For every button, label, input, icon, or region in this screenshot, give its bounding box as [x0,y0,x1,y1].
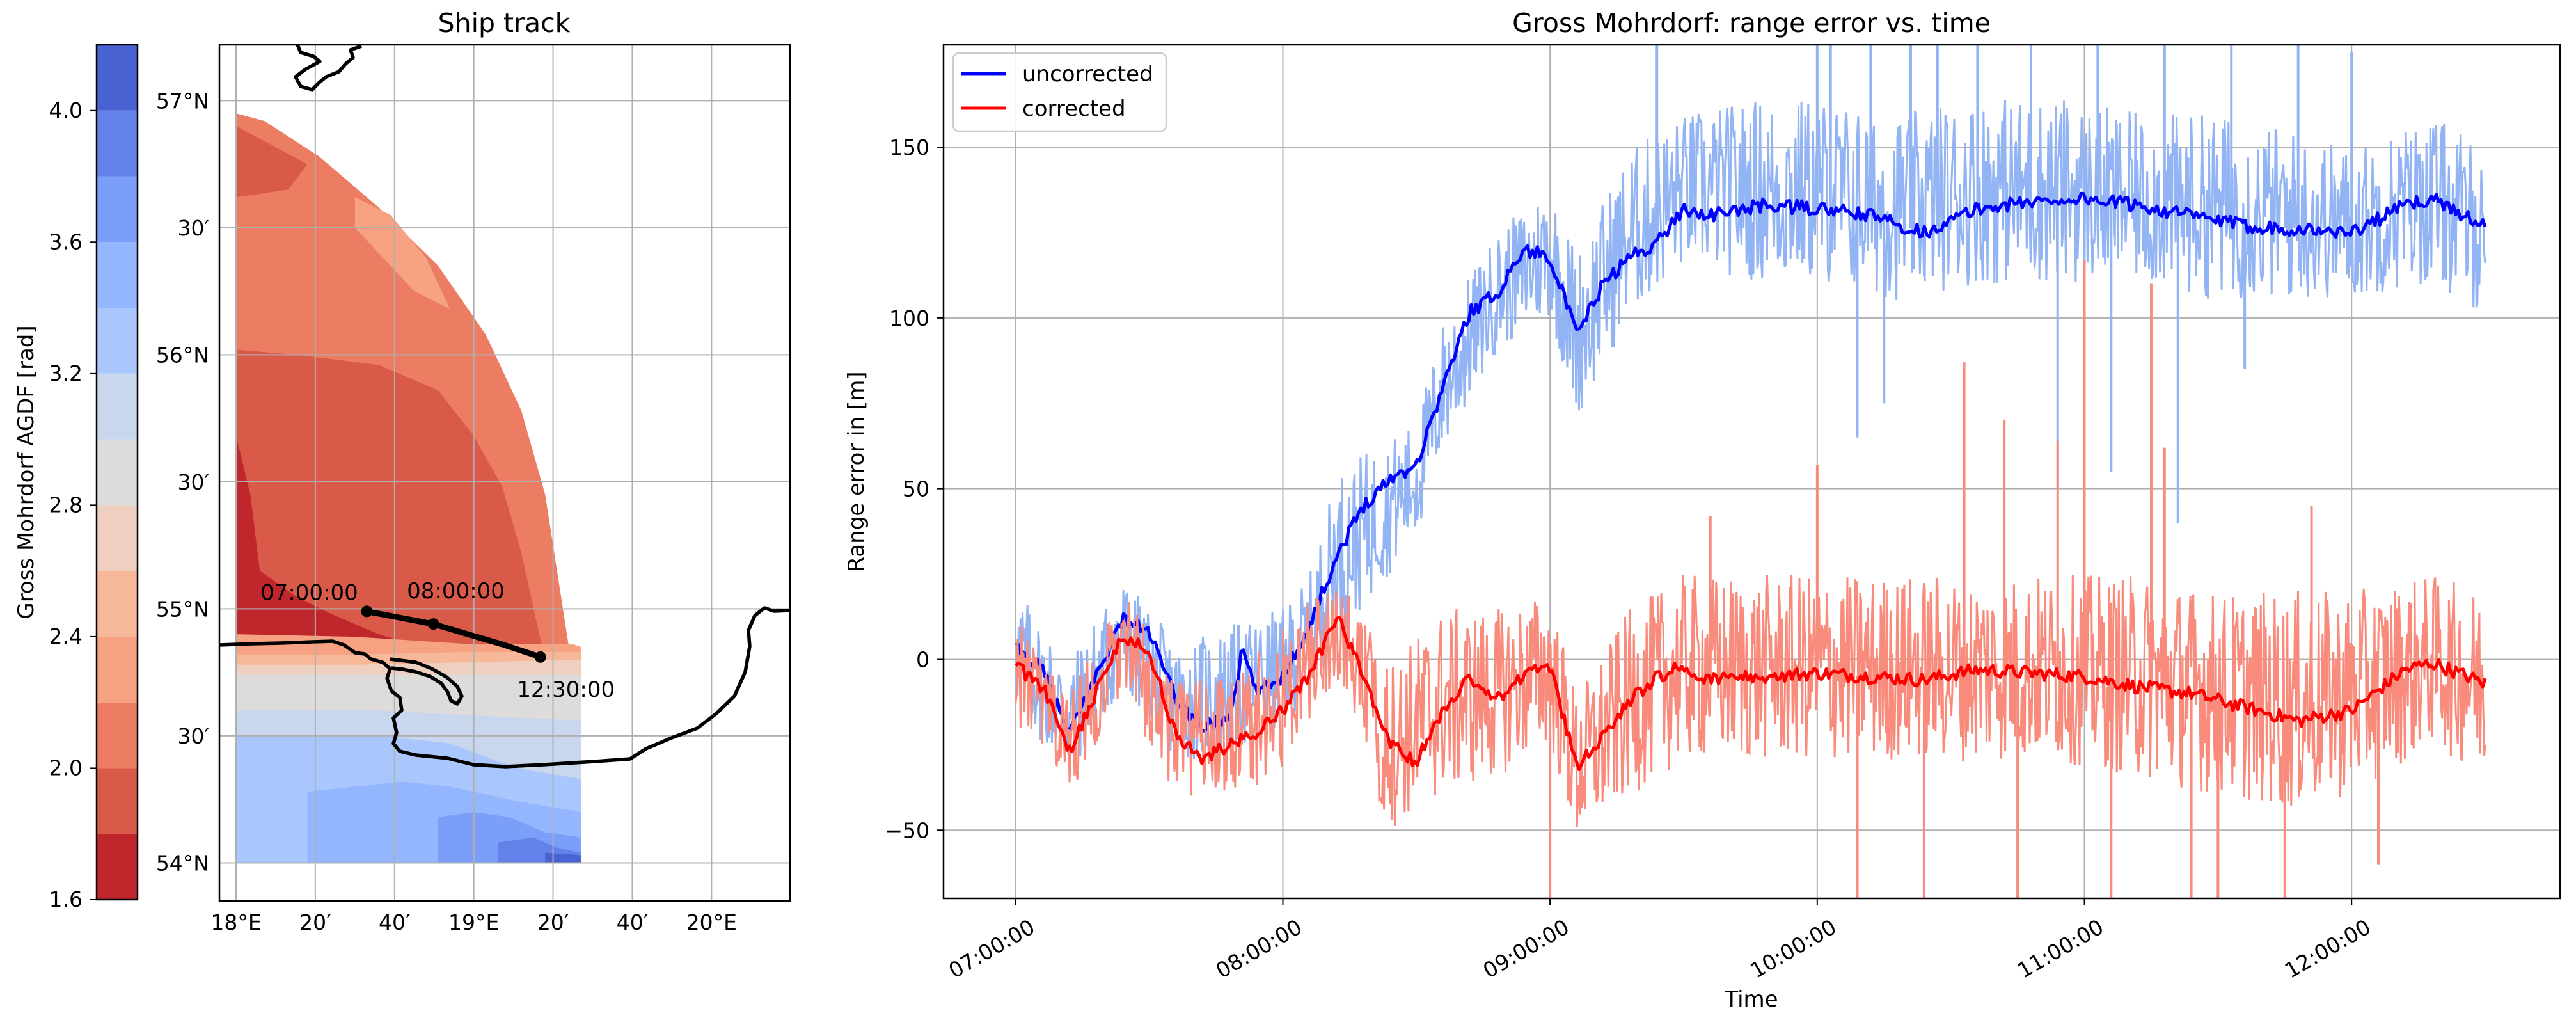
colorbar-level-5 [97,505,138,571]
map-title: Ship track [438,8,571,38]
line-x-tick-4: 11:00:00 [2013,914,2108,984]
line-x-tick-2: 09:00:00 [1479,914,1574,984]
colorbar: 1.6 2.0 2.4 2.8 3.2 3.6 4.0 Gross Mohrdorf AGD… [13,44,139,912]
colorbar-tick-label-1: 2.0 [49,755,83,780]
map-lon-label-3: 19°E [448,910,499,935]
spit-outline [390,657,464,706]
map-frame [218,44,791,902]
mean-line-corrected [1015,615,2487,772]
line-y-tick-0: −50 [885,818,929,843]
coastline-north [294,45,362,92]
colorbar-frame [95,44,139,901]
line-x-tick-5: 12:00:00 [2280,914,2375,984]
ship-track: 07:00:00 08:00:00 12:30:00 [260,578,615,703]
colorbar-level-0 [97,834,138,900]
map-panel: Ship track 07:00:00 08:00:00 12:30:00 18°E… [156,8,791,935]
line-y-tick-4: 150 [889,135,929,160]
colorbar-level-2 [97,702,138,769]
colorbar-level-11 [97,110,138,177]
colorbar-tick-label-4: 3.2 [49,361,83,386]
colorbar-level-9 [97,242,138,308]
line-y-tick-1: 0 [916,647,929,672]
legend-label-corrected: corrected [1022,96,1126,122]
map-lat-label-2: 55°N [156,596,209,621]
line-ylabel: Range error in [m] [844,371,869,571]
colorbar-level-4 [97,571,138,637]
legend-label-uncorrected: uncorrected [1022,61,1153,87]
line-y-tick-2: 50 [903,477,929,502]
colorbar-level-12 [97,45,138,111]
track-label-2: 12:30:00 [517,677,615,703]
colorbar-level-6 [97,439,138,506]
colorbar-level-10 [97,176,138,243]
line-x-tick-3: 10:00:00 [1746,914,1840,984]
map-grid [219,45,790,901]
series-uncorrected [1015,45,2487,760]
raw-trace-uncorrected [1015,100,2486,760]
contour-band-14 [545,852,581,863]
track-label-1: 08:00:00 [407,578,505,604]
track-point-1 [427,618,439,630]
colorbar-tick-label-0: 1.6 [49,887,83,912]
line-x-tick-1: 08:00:00 [1212,914,1306,984]
contour-band-1 [236,126,308,198]
coastline-south [219,606,790,769]
colorbar-tick-label-3: 2.8 [49,492,83,517]
colorbar-level-7 [97,373,138,440]
track-label-0: 07:00:00 [260,580,358,605]
mean-line-uncorrected [1015,191,2487,733]
colorbar-tick-label-6: 4.0 [49,98,83,123]
contour-band-2 [354,197,450,309]
map-lat-label-3: 30′ [178,470,209,495]
map-lon-label-6: 20°E [686,910,737,935]
line-x-tick-0: 07:00:00 [944,914,1039,984]
coastline [219,45,790,769]
map-lat-label-1: 30′ [178,724,209,749]
track-point-0 [361,605,373,618]
line-title: Gross Mohrdorf: range error vs. time [1512,8,1991,38]
map-lat-label-5: 30′ [178,216,209,241]
colorbar-tick-label-5: 3.6 [49,229,83,254]
colorbar-level-3 [97,636,138,703]
colorbar-level-1 [97,768,138,834]
map-lon-label-1: 20′ [299,910,331,935]
line-y-tick-3: 100 [889,306,929,331]
map-lat-label-6: 57°N [156,88,209,113]
colorbar-tick-label-2: 2.4 [49,624,83,649]
colorbar-level-8 [97,308,138,374]
map-lat-label-4: 56°N [156,342,209,367]
line-frame [942,44,2561,900]
line-panel: Gross Mohrdorf: range error vs. time 07:… [844,8,2561,1012]
colorbar-label: Gross Mohrdorf AGDF [rad] [13,325,39,619]
map-lon-label-2: 40′ [379,910,410,935]
map-lon-label-4: 20′ [537,910,569,935]
map-lon-label-0: 18°E [210,910,261,935]
series-corrected [1015,260,2487,898]
map-lon-label-5: 40′ [617,910,648,935]
raw-trace-corrected [1015,575,2486,827]
line-xlabel: Time [1724,987,1778,1012]
legend: uncorrected corrected [952,52,1167,132]
legend-box [952,52,1167,132]
map-lat-label-0: 54°N [156,850,209,875]
track-point-2 [534,651,546,663]
